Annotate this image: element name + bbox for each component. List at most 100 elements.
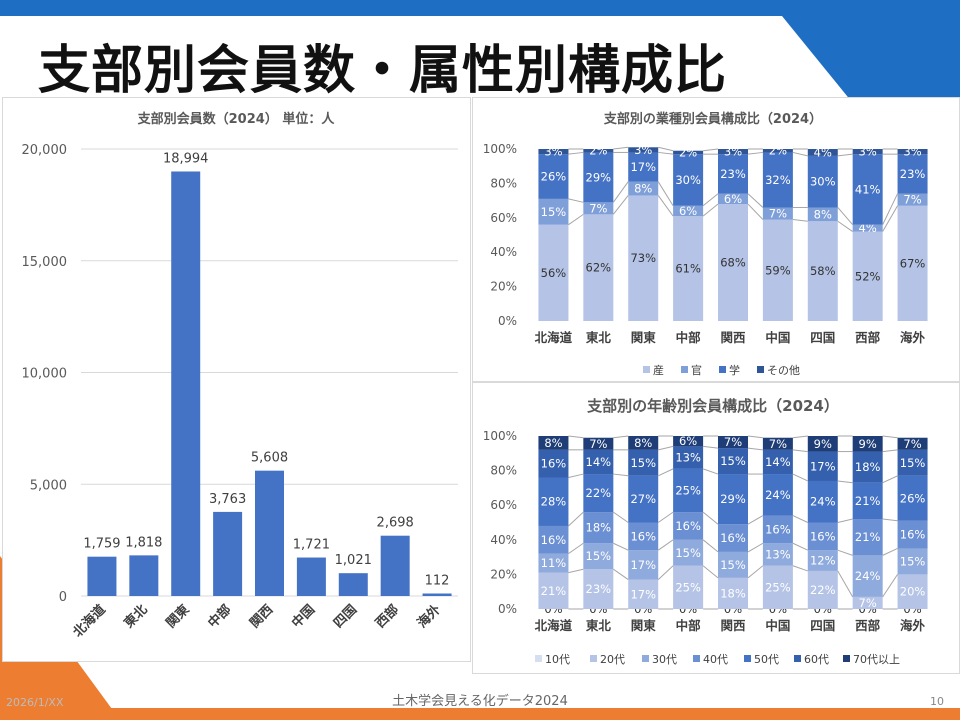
y-tick-label: 60% bbox=[490, 211, 517, 225]
series-line bbox=[792, 515, 808, 523]
data-label: 2,698 bbox=[377, 516, 414, 531]
y-tick-label: 10,000 bbox=[22, 367, 68, 382]
stack-segment bbox=[538, 224, 569, 321]
x-tick-label: 中国 bbox=[765, 618, 790, 633]
y-tick-label: 100% bbox=[483, 429, 517, 443]
y-tick-label: 60% bbox=[490, 498, 517, 512]
segment-label: 23% bbox=[586, 582, 612, 596]
segment-label: 2% bbox=[679, 145, 697, 159]
stack-segment bbox=[807, 436, 838, 452]
segment-label: 58% bbox=[810, 264, 836, 278]
stack-segment bbox=[628, 147, 659, 153]
series-line bbox=[657, 511, 674, 523]
segment-label: 7% bbox=[859, 596, 877, 610]
series-line bbox=[882, 547, 898, 556]
stack-segment bbox=[538, 436, 569, 450]
series-line bbox=[657, 539, 674, 551]
series-line bbox=[612, 195, 629, 215]
segment-label: 3% bbox=[634, 143, 652, 157]
segment-label: 7% bbox=[903, 437, 921, 451]
stack-segment bbox=[807, 155, 838, 208]
segment-label: 21% bbox=[855, 530, 881, 544]
series-line bbox=[702, 468, 719, 475]
series-line bbox=[837, 518, 853, 523]
segment-label: 16% bbox=[541, 533, 567, 547]
segment-label: 17% bbox=[630, 587, 656, 601]
bar bbox=[213, 511, 243, 596]
bar bbox=[171, 171, 201, 596]
x-tick-label: 海外 bbox=[900, 330, 926, 345]
page-title: 支部別会員数・属性別構成比 bbox=[38, 41, 728, 101]
legend-label: 官 bbox=[691, 363, 702, 377]
bar bbox=[87, 556, 117, 596]
stack-segment bbox=[852, 149, 883, 155]
segment-label: 29% bbox=[720, 492, 746, 506]
x-tick-label: 東北 bbox=[121, 602, 151, 632]
series-line bbox=[657, 565, 674, 580]
y-tick-label: 15,000 bbox=[22, 255, 68, 270]
segment-label: 25% bbox=[765, 580, 791, 594]
series-line bbox=[658, 146, 674, 152]
segment-label: 67% bbox=[900, 256, 926, 270]
series-line bbox=[658, 151, 674, 155]
y-tick-label: 0% bbox=[498, 314, 517, 328]
segment-label: 29% bbox=[586, 170, 612, 184]
x-tick-label: 関西 bbox=[720, 330, 745, 345]
x-tick-label: 四国 bbox=[331, 602, 360, 631]
legend-label: 50代 bbox=[754, 653, 779, 666]
segment-label: 8% bbox=[544, 436, 562, 450]
stack-segment bbox=[852, 451, 883, 483]
series-line bbox=[747, 542, 764, 553]
y-tick-label: 40% bbox=[490, 245, 517, 259]
segment-label: 18% bbox=[720, 586, 746, 600]
y-tick-label: 20% bbox=[490, 280, 517, 294]
series-line bbox=[657, 181, 674, 207]
segment-label: 16% bbox=[810, 529, 836, 543]
segment-label: 30% bbox=[675, 173, 701, 187]
series-line bbox=[882, 193, 899, 225]
series-line bbox=[613, 435, 629, 439]
stack-segment bbox=[538, 154, 569, 199]
x-tick-label: 関東 bbox=[631, 330, 657, 345]
legend-swatch bbox=[719, 366, 726, 373]
stack-segment bbox=[583, 202, 614, 215]
legend-label: 70代以上 bbox=[853, 653, 900, 666]
x-tick-label: 北海道 bbox=[535, 618, 573, 633]
segment-label: 16% bbox=[630, 529, 656, 543]
stack-segment bbox=[897, 205, 928, 321]
data-label: 1,818 bbox=[125, 535, 162, 550]
stack-segment bbox=[718, 149, 748, 155]
segment-label: 15% bbox=[586, 549, 612, 563]
segment-label: 21% bbox=[855, 494, 881, 508]
stack-segment bbox=[538, 449, 569, 478]
x-tick-label: 関東 bbox=[631, 618, 657, 633]
series-line bbox=[837, 570, 854, 598]
bar bbox=[422, 593, 452, 596]
stack-segment bbox=[897, 548, 928, 575]
segment-label: 15% bbox=[720, 558, 746, 572]
legend-swatch bbox=[757, 366, 764, 373]
segment-label: 25% bbox=[675, 580, 701, 594]
segment-label: 3% bbox=[903, 145, 921, 159]
series-line bbox=[703, 445, 719, 449]
segment-label: 9% bbox=[814, 437, 832, 451]
stack-segment bbox=[628, 195, 659, 321]
stack-segment bbox=[628, 449, 659, 476]
stack-segment bbox=[807, 221, 838, 321]
stack-segment bbox=[538, 149, 569, 155]
segment-label: 15% bbox=[720, 454, 746, 468]
series-line bbox=[882, 574, 898, 598]
data-label: 112 bbox=[425, 573, 450, 588]
stack-segment bbox=[762, 219, 793, 321]
segment-label: 15% bbox=[630, 456, 656, 470]
chart-title: 支部別の業種別会員構成比（2024） bbox=[603, 111, 822, 127]
bar bbox=[296, 557, 326, 596]
x-tick-label: 北海道 bbox=[70, 602, 109, 641]
chart-title: 支部別会員数（2024） 単位：人 bbox=[137, 111, 336, 127]
stack-segment bbox=[628, 550, 659, 580]
series-line bbox=[837, 480, 853, 484]
stack-segment bbox=[762, 543, 793, 566]
series-line bbox=[747, 435, 763, 439]
legend-label: その他 bbox=[767, 364, 800, 377]
series-line bbox=[792, 151, 808, 157]
